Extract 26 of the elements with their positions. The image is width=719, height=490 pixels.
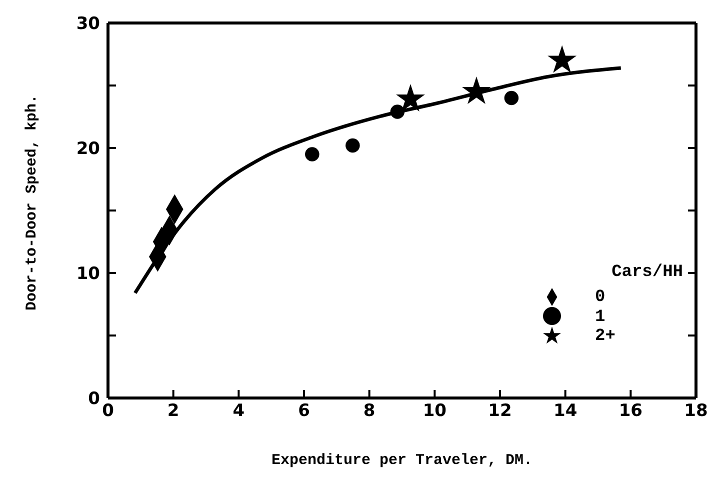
legend-label: 0 [595,288,606,308]
y-axis-title: Door-to-Door Speed, kph. [23,94,40,310]
point [548,45,577,73]
x-tick-label: 2 [167,401,180,422]
y-tick-label: 20 [76,139,100,160]
x-axis-title: Expenditure per Traveler, DM. [271,452,533,469]
x-tick-label: 16 [618,401,643,422]
point [346,138,360,153]
x-tick-label: 6 [298,401,310,422]
legend-label: 2+ [595,327,616,346]
point [504,90,519,106]
x-tick-label: 12 [488,401,512,422]
legend-label: 1 [595,308,606,327]
x-tick-label: 0 [102,401,114,422]
point [305,147,320,162]
point [462,76,491,104]
x-tick-label: 4 [232,401,245,422]
y-tick-label: 10 [76,264,100,284]
x-tick-label: 18 [684,401,708,422]
point [396,84,425,112]
point [390,104,405,119]
x-tick-label: 10 [422,401,447,422]
x-tick-label: 8 [363,401,376,422]
legend-title: Cars/HH [610,263,684,282]
x-tick-label: 14 [553,401,578,422]
y-tick-label: 30 [76,14,100,34]
